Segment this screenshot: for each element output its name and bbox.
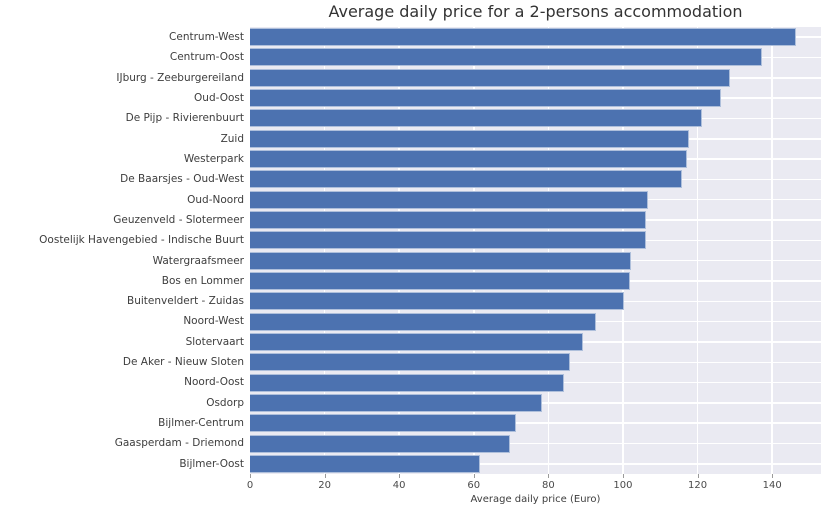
bar-gaasperdam-driemond: [250, 434, 511, 453]
y-tick-label: Watergraafsmeer: [152, 254, 244, 267]
y-tick-label: Slotervaart: [185, 335, 244, 348]
y-axis-labels: Centrum-West Centrum-Oost IJburg - Zeeburg…: [0, 27, 244, 474]
bar-de-baarsjes-oud-west: [250, 170, 682, 189]
x-axis-title: Average daily price (Euro): [470, 494, 601, 505]
x-tick-label: 40: [392, 480, 406, 491]
vertical-gridline: [323, 27, 326, 474]
x-tick-label: 20: [318, 480, 331, 491]
vertical-gridline: [771, 27, 773, 474]
x-tick-mark: [548, 474, 550, 478]
bar-buitenveldert-zuidas: [250, 292, 624, 311]
y-tick-label: Bijlmer-Oost: [179, 457, 244, 470]
bar-centrum-oost: [250, 48, 762, 67]
x-tick-label: 0: [246, 480, 254, 491]
x-tick-mark: [250, 474, 251, 478]
horizontal-gridline: [250, 442, 821, 445]
y-tick-label: Geuzenveld - Slotermeer: [113, 213, 244, 226]
bar-de-pijp-rivierenbuurt: [250, 109, 703, 128]
x-tick-mark: [697, 474, 699, 478]
y-tick-label: Oostelijk Havengebied - Indische Buurt: [39, 234, 244, 247]
bar-watergraafsmeer: [250, 251, 632, 270]
x-tick-mark: [473, 474, 475, 478]
vertical-gridline: [696, 27, 699, 474]
y-tick-label: Noord-Oost: [184, 376, 244, 389]
y-tick-label: Oud-Noord: [187, 193, 244, 206]
y-tick-label: Gaasperdam - Driemond: [114, 437, 244, 450]
plot-area: [250, 27, 821, 474]
x-tick-mark: [324, 474, 326, 478]
x-tick-label: 100: [613, 480, 633, 491]
bar-westerpark: [250, 150, 688, 169]
horizontal-gridline: [250, 463, 821, 465]
x-tick-label: 140: [762, 480, 782, 491]
y-tick-label: Osdorp: [206, 396, 244, 409]
y-tick-label: Buitenveldert - Zuidas: [127, 295, 244, 308]
y-tick-label: Noord-West: [183, 315, 244, 328]
y-tick-label: Westerpark: [183, 152, 244, 165]
vertical-gridline: [547, 27, 550, 474]
bar-bos-en-lommer: [250, 271, 630, 290]
x-tick-mark: [772, 474, 774, 478]
x-tick-label: 120: [688, 480, 708, 491]
bar-slotervaart: [250, 332, 583, 351]
y-tick-label: Zuid: [220, 132, 244, 145]
vertical-gridline: [398, 27, 400, 474]
bar-centrum-west: [250, 28, 796, 47]
x-tick-label: 60: [467, 480, 481, 491]
bar-osdorp: [250, 393, 542, 412]
horizontal-gridline: [250, 422, 821, 424]
bar-de-aker-nieuw-sloten: [250, 353, 570, 372]
bar-oostelijk-havengebied-indische-buurt: [250, 231, 647, 250]
vertical-gridline: [622, 27, 624, 474]
bar-oud-oost: [250, 89, 721, 108]
x-tick-label: 80: [541, 480, 555, 491]
bar-noord-oost: [250, 373, 565, 392]
y-tick-label: De Baarsjes - Oud-West: [120, 173, 244, 186]
y-tick-label: Centrum-Oost: [169, 51, 244, 64]
bar-ijburg-zeeburgereiland: [250, 68, 731, 87]
y-tick-label: Centrum-West: [169, 31, 244, 43]
y-tick-label: Oud-Oost: [194, 91, 244, 104]
bar-noord-west: [250, 312, 596, 331]
x-tick-mark: [622, 474, 624, 478]
y-tick-label: IJburg - Zeeburgereiland: [116, 71, 244, 84]
y-tick-label: Bos en Lommer: [161, 274, 244, 287]
bar-oud-noord: [250, 190, 649, 209]
y-tick-label: Bijlmer-Centrum: [158, 417, 244, 430]
x-tick-mark: [399, 474, 401, 478]
bar-zuid: [250, 129, 690, 148]
bar-bijlmer-centrum: [250, 414, 516, 433]
y-tick-label: De Pijp - Rivierenbuurt: [125, 112, 244, 125]
vertical-gridline: [473, 27, 475, 474]
y-tick-label: De Aker - Nieuw Sloten: [122, 356, 244, 369]
bar-geuzenveld-slotermeer: [250, 211, 647, 230]
bar-bijlmer-oost: [250, 454, 481, 473]
chart-title: Average daily price for a 2-persons acco…: [328, 2, 743, 21]
